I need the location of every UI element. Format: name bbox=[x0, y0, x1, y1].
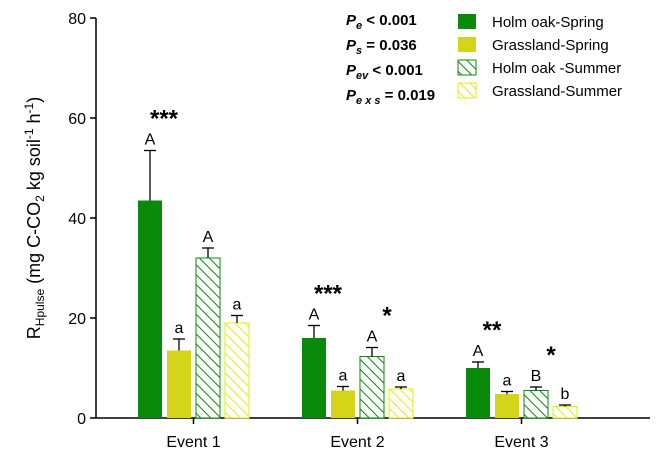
legend-swatch bbox=[458, 37, 476, 52]
stat-line: Pe x s = 0.019 bbox=[346, 87, 435, 107]
y-tick-label: 80 bbox=[68, 11, 86, 28]
significance-stars: *** bbox=[314, 281, 343, 308]
legend-swatch bbox=[458, 14, 476, 29]
stat-line: Ps = 0.036 bbox=[346, 37, 417, 57]
stat-line: Pev < 0.001 bbox=[346, 62, 423, 82]
stats-block: Pe < 0.001 Ps = 0.036 Pev < 0.001 Pe x s = … bbox=[346, 12, 435, 107]
significance-letter: A bbox=[145, 132, 156, 149]
significance-letter: b bbox=[561, 386, 570, 403]
significance-letter: a bbox=[339, 368, 348, 385]
x-tick-label: Event 1 bbox=[166, 434, 220, 451]
bar bbox=[388, 388, 414, 419]
significance-letter: A bbox=[309, 307, 320, 324]
significance-letter: a bbox=[397, 368, 406, 385]
significance-stars: ** bbox=[483, 317, 502, 344]
significance-letter: a bbox=[233, 297, 242, 314]
bar bbox=[224, 322, 250, 419]
bar bbox=[359, 356, 385, 419]
legend-swatch bbox=[457, 59, 477, 76]
significance-stars: * bbox=[546, 342, 556, 369]
significance-letter: a bbox=[175, 320, 184, 337]
legend-label: Grassland-Spring bbox=[492, 37, 609, 54]
significance-letter: A bbox=[367, 329, 378, 346]
legend-swatch bbox=[457, 82, 477, 99]
legend-label: Holm oak-Spring bbox=[492, 14, 604, 31]
significance-letter: a bbox=[503, 373, 512, 390]
significance-letter: A bbox=[203, 229, 214, 246]
significance-letter: A bbox=[473, 343, 484, 360]
y-tick-label: 40 bbox=[68, 211, 86, 228]
significance-stars: * bbox=[382, 303, 392, 330]
bar bbox=[138, 200, 162, 418]
legend-label: Holm oak -Summer bbox=[492, 60, 621, 77]
axes: 0 20 40 60 80 Event 1 Event 2 Event 3 bbox=[68, 11, 650, 451]
stat-line: Pe < 0.001 bbox=[346, 12, 417, 32]
x-tick-label: Event 3 bbox=[494, 434, 548, 451]
legend-label: Grassland-Summer bbox=[492, 83, 622, 100]
legend: Holm oak-Spring Grassland-Spring Holm oak … bbox=[457, 14, 622, 100]
bar bbox=[302, 338, 326, 418]
bar bbox=[552, 406, 578, 419]
bar bbox=[195, 257, 221, 419]
y-axis-label: RHpulse (mg C-CO2 kg soil-1 h-1) bbox=[22, 97, 47, 339]
y-tick-label: 0 bbox=[77, 411, 86, 428]
y-tick-label: 20 bbox=[68, 311, 86, 328]
bar bbox=[466, 368, 490, 418]
bar bbox=[331, 390, 355, 418]
x-tick-label: Event 2 bbox=[330, 434, 384, 451]
significance-stars: *** bbox=[150, 106, 179, 133]
significance-letter: B bbox=[531, 368, 542, 385]
y-tick-label: 60 bbox=[68, 111, 86, 128]
bar bbox=[167, 350, 191, 418]
bar bbox=[523, 390, 549, 419]
bars bbox=[138, 149, 578, 419]
bar bbox=[495, 394, 519, 418]
